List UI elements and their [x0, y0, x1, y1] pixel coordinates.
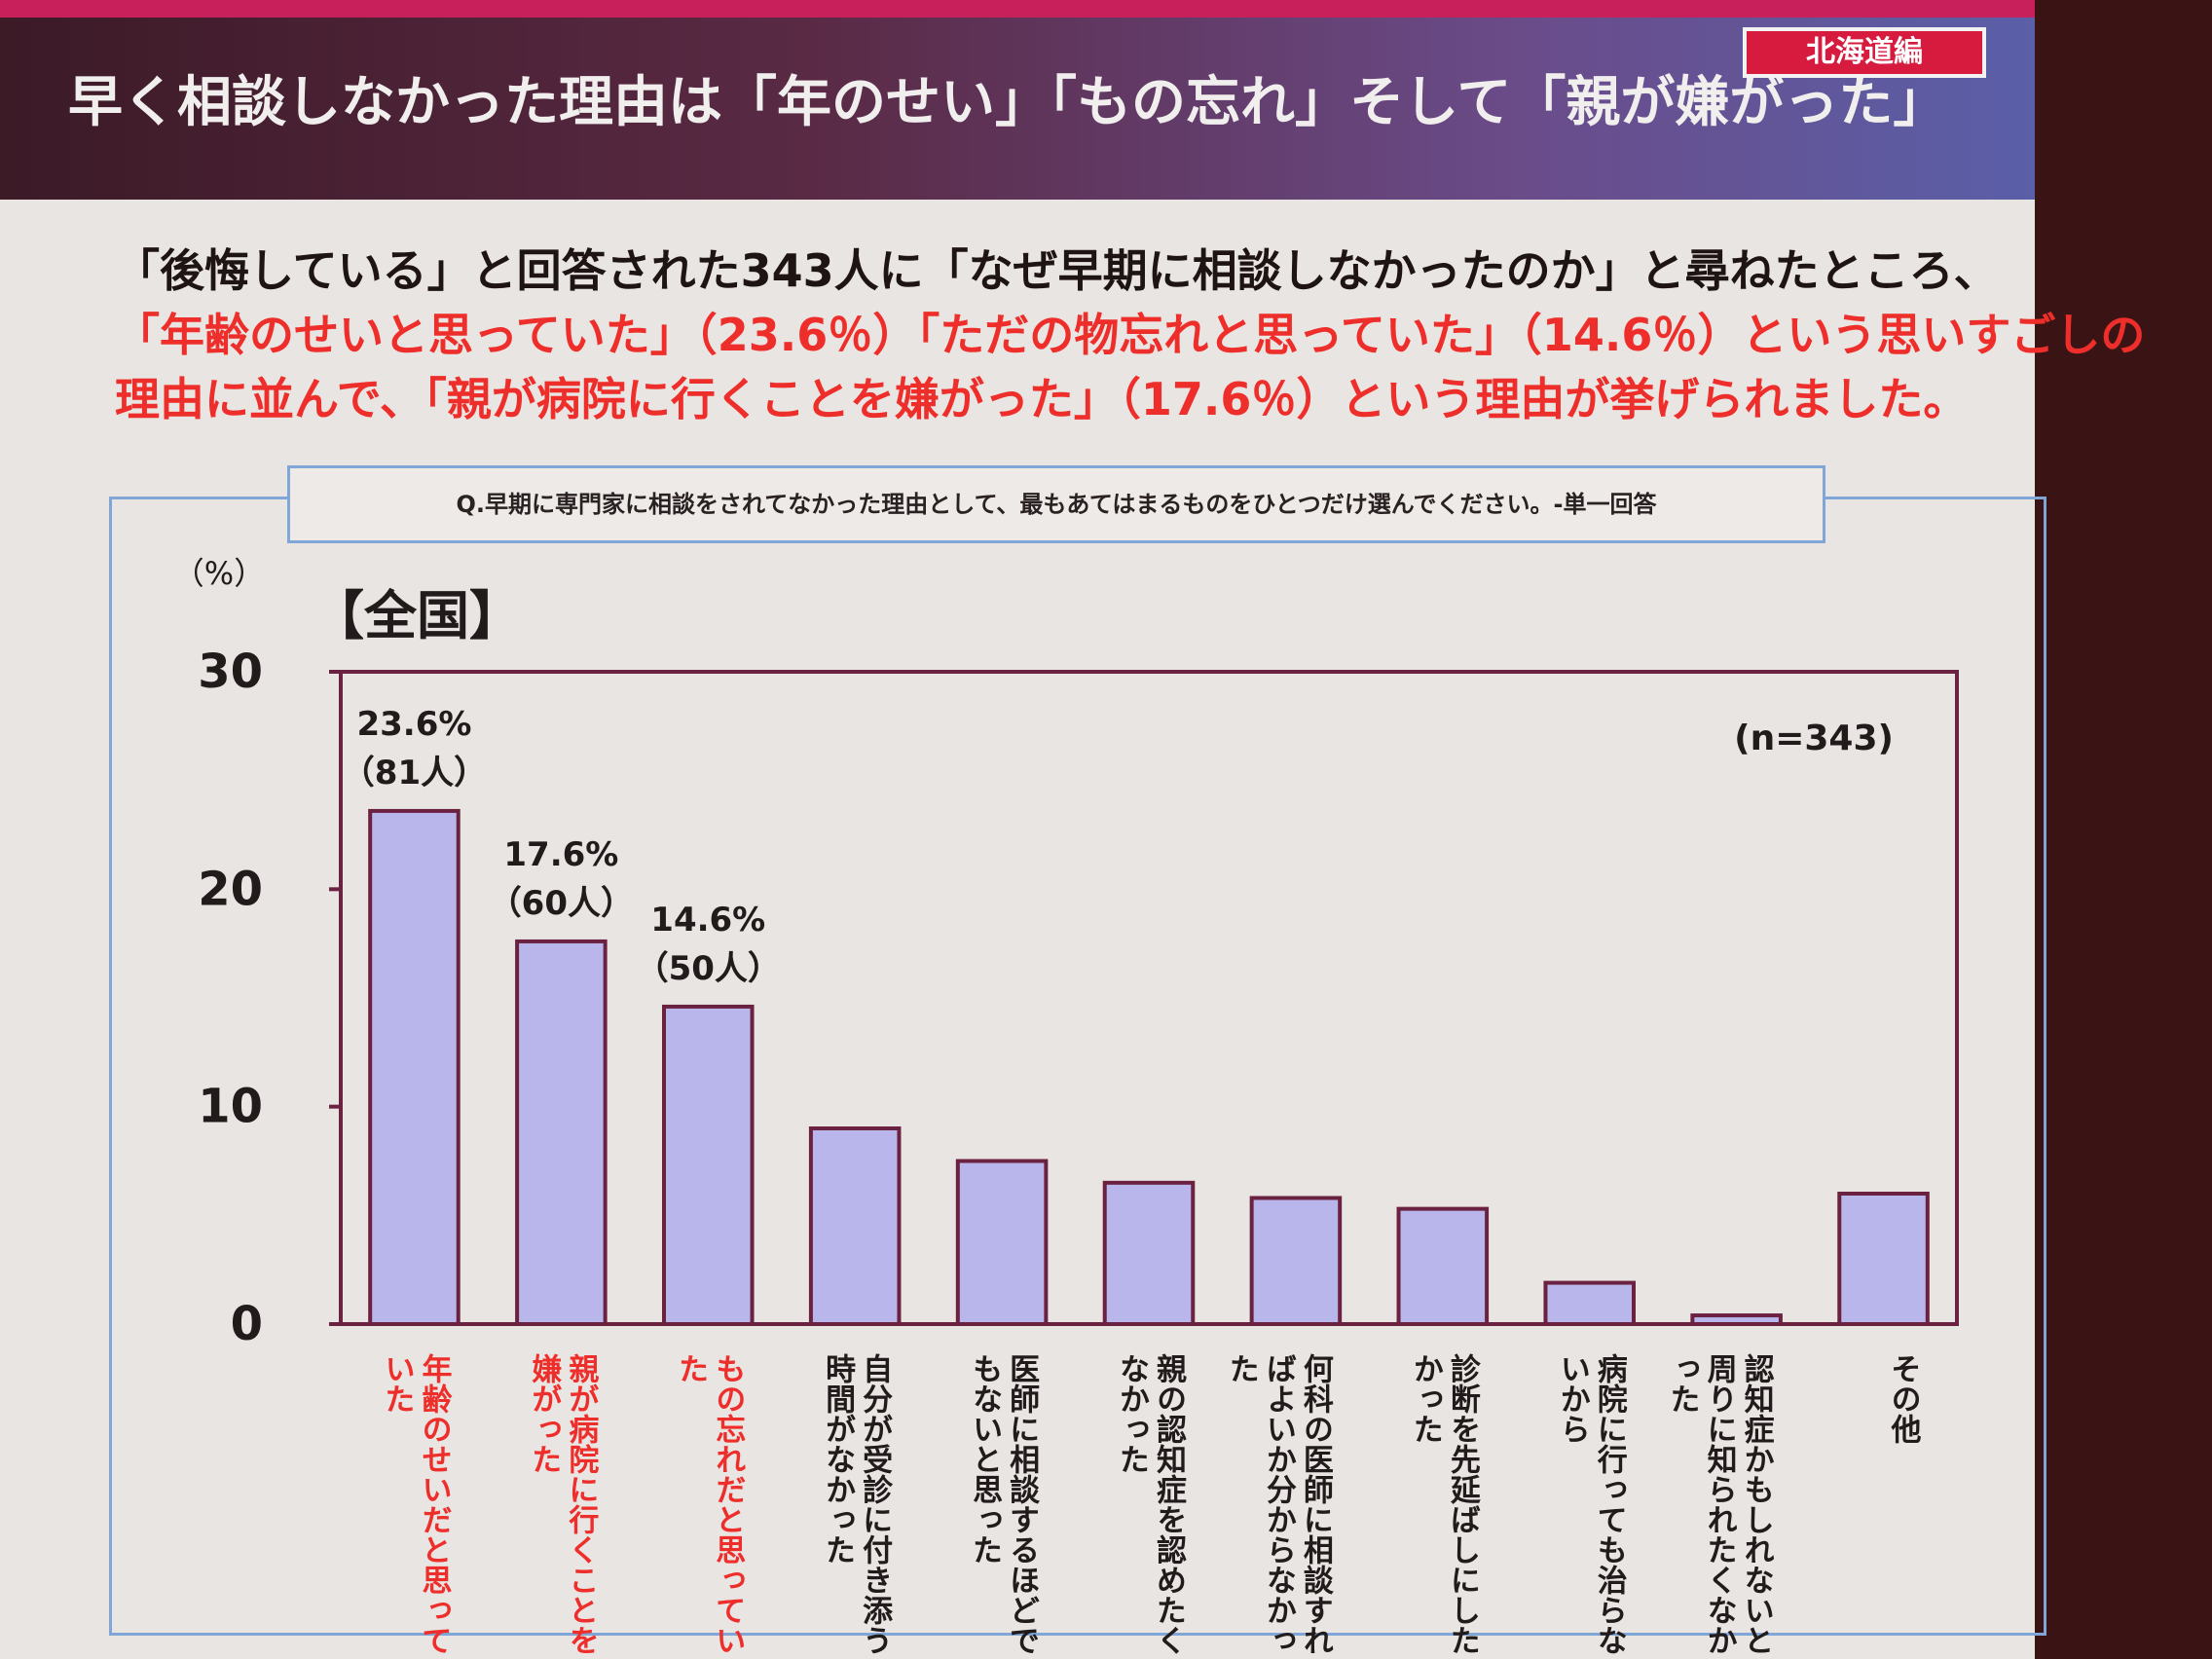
data-label-count: （81人） — [342, 754, 487, 793]
y-tick-label: 20 — [198, 862, 263, 916]
bar — [664, 1007, 753, 1324]
x-category-label: 診断を先延ばしにしたかった — [1408, 1352, 1482, 1655]
x-category-label: 親の認知症を認めたくなかった — [1114, 1353, 1187, 1655]
x-category-label: 何科の医師に相談すればよいか分からなかった — [1224, 1353, 1334, 1655]
x-category-label: 医師に相談するほどでもないと思った — [967, 1353, 1040, 1655]
bar — [517, 941, 606, 1324]
slide: 早く相談しなかった理由は「年のせい」「もの忘れ」そして「親が嫌がった」 北海道編… — [0, 0, 2035, 1659]
y-tick-label: 10 — [198, 1080, 263, 1134]
x-category-label: その他 — [1886, 1353, 1923, 1444]
bar — [1545, 1283, 1634, 1324]
y-unit-label: （%） — [173, 555, 265, 592]
x-category-label: 自分が受診に付き添う時間がなかった — [820, 1353, 893, 1655]
x-category-label: もの忘れだと思っていた — [673, 1353, 746, 1655]
x-category-label: 病院に行っても治らないから — [1555, 1353, 1629, 1655]
y-tick-label: 0 — [231, 1297, 263, 1351]
data-label-percent: 17.6% — [503, 835, 618, 874]
data-label-percent: 14.6% — [650, 901, 765, 940]
x-category-label: 親が病院に行くことを嫌がった — [526, 1353, 600, 1655]
data-label-count: （60人） — [489, 884, 634, 923]
bar — [811, 1128, 900, 1324]
bar — [1839, 1194, 1928, 1324]
plot-area: 0 10 20 30 （%） (n=343) 23.6% （81人） 年齢のせいだと思っていた 1… — [173, 555, 1957, 1655]
bar — [1692, 1315, 1781, 1324]
bar — [1399, 1209, 1488, 1324]
data-label-percent: 23.6% — [356, 705, 471, 744]
data-label-count: （50人） — [636, 949, 781, 988]
x-category-label: 認知症かもしれないと周りに知られたくなかった — [1665, 1352, 1775, 1655]
bar — [1105, 1183, 1194, 1324]
bar — [370, 811, 459, 1324]
x-category-label: 年齢のせいだと思っていた — [379, 1353, 452, 1655]
bar — [958, 1161, 1047, 1325]
y-tick-label: 30 — [198, 645, 263, 699]
bar-chart: 0 10 20 30 （%） (n=343) 23.6% （81人） 年齢のせいだと思っていた 1… — [0, 0, 2035, 1659]
bar — [1252, 1198, 1341, 1324]
sample-size-note: (n=343) — [1734, 719, 1894, 758]
